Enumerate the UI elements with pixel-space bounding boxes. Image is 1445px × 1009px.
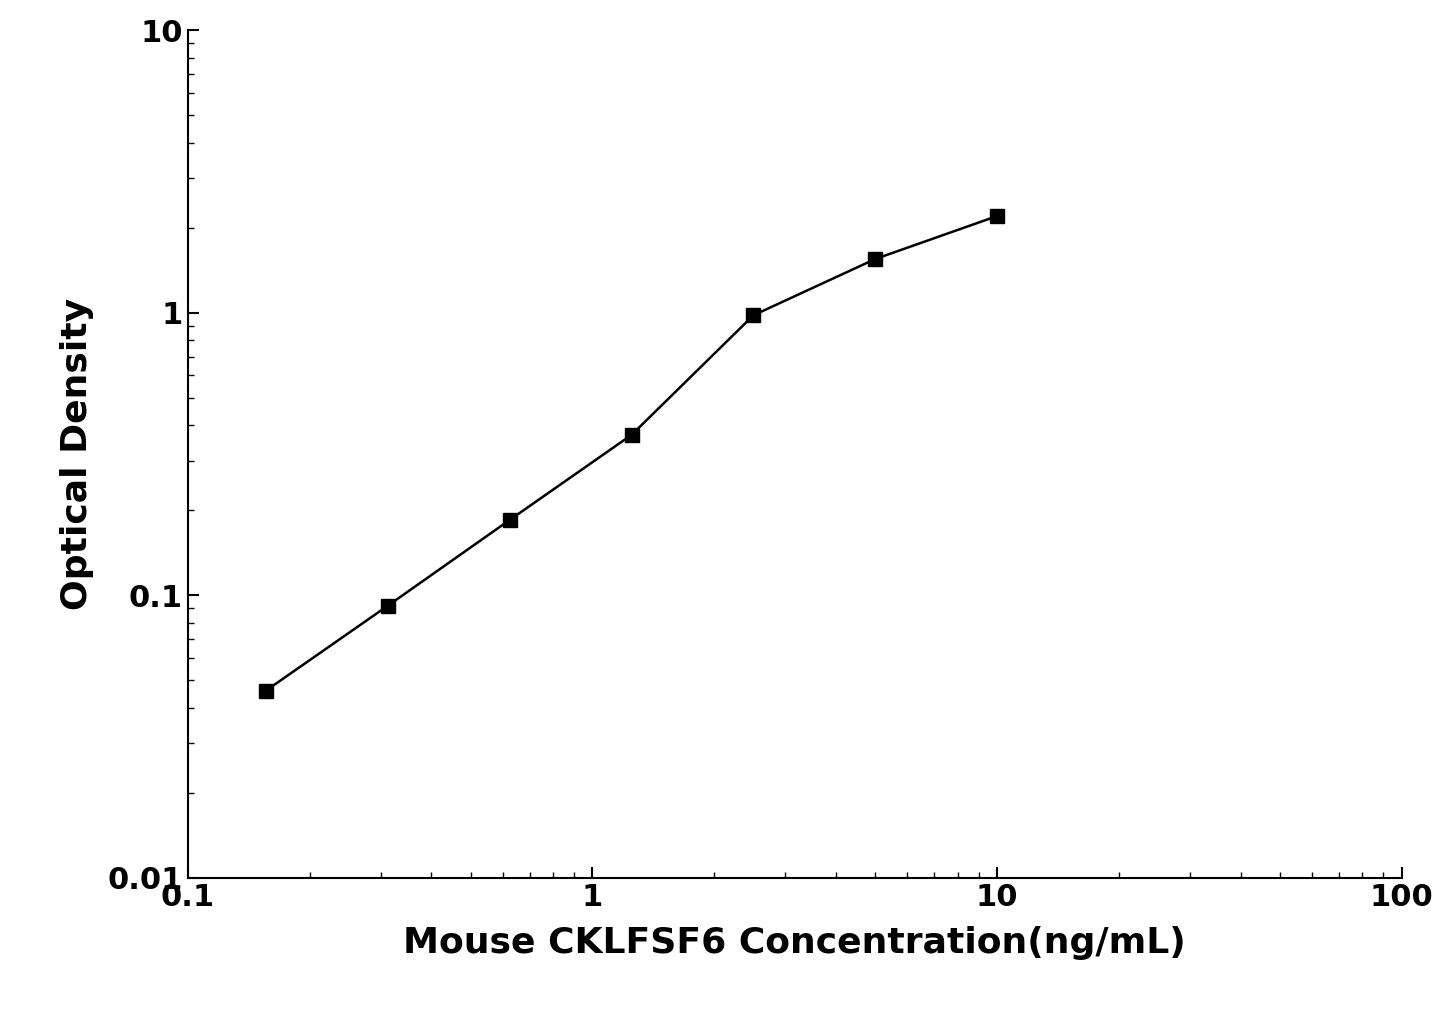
- Y-axis label: Optical Density: Optical Density: [59, 298, 94, 610]
- X-axis label: Mouse CKLFSF6 Concentration(ng/mL): Mouse CKLFSF6 Concentration(ng/mL): [403, 925, 1186, 960]
